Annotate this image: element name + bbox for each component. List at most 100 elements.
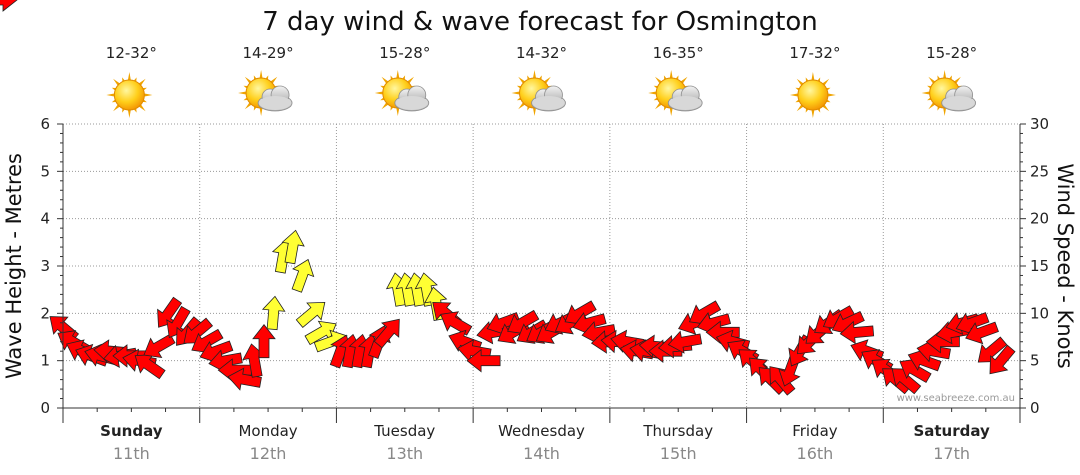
wind-arrow-body [839,320,875,345]
wind-arrow-body [989,344,1016,375]
temp-range: 17-32° [789,44,840,62]
y-axis-right-label: Wind Speed - Knots [1053,163,1077,368]
partly-cloudy-icon [374,70,430,116]
wind-arrow [916,339,951,363]
day-date: 14th [523,444,560,463]
day-name-friday: Friday [792,422,838,440]
cloud-icon [394,85,430,112]
wind-arrow-body [0,0,18,12]
sun-ray [789,93,799,97]
wind-arrow [965,321,999,345]
wind-arrow-body [227,367,262,391]
day-name-sunday: Sunday [100,422,163,440]
wind-arrow [227,367,262,391]
sun-ray [396,70,400,80]
sun-ray [811,108,815,118]
wind-arrow-strong [261,295,286,331]
wind-arrow [143,333,176,359]
sun-ray [532,106,537,116]
right-tick-label: 25 [1030,162,1049,180]
wind-arrow [261,295,286,331]
right-tick-label: 15 [1030,257,1049,275]
cloud-icon [531,85,566,112]
day-date: 11th [113,444,150,463]
wind-arrow [166,305,191,339]
day-name-tuesday: Tuesday [373,422,435,440]
sun-ray [921,91,931,95]
wind-arrow [0,0,18,12]
day-date: 16th [797,444,834,463]
temp-range: 15-28° [926,44,977,62]
wind-arrow-body [667,330,703,354]
sun-disc [797,79,829,111]
cloud-icon [667,85,703,112]
wind-arrow [839,320,875,345]
wind-arrow-strong [281,229,305,265]
sun-disc [113,79,145,111]
sun-ray [511,91,521,95]
left-tick-label: 5 [40,162,50,180]
right-tick-label: 10 [1030,304,1049,322]
right-tick-label: 0 [1030,399,1040,417]
sun-ray [127,108,131,118]
wind-arrow-body [965,321,999,345]
wind-arrow [295,301,326,328]
sunny-icon [789,72,836,118]
day-date: 15th [660,444,697,463]
left-tick-label: 0 [40,399,50,417]
day-name-saturday: Saturday [913,422,990,440]
wind-arrow [466,348,501,373]
sun-ray [943,70,947,80]
temp-range: 12-32° [106,44,157,62]
partly-cloudy-icon [511,70,566,116]
day-date: 17th [933,444,970,463]
wind-arrow [440,311,473,336]
sun-ray [943,106,947,116]
sun-ray [532,70,537,80]
wind-arrows [0,0,1016,396]
temp-range: 14-29° [243,44,294,62]
wind-arrow-body [466,348,501,373]
weather-row: 12-32° 14-29° 15-28° 14-32° 16-35° 17-32° 15-2… [106,44,977,118]
source-credit: www.seabreeze.com.au [897,393,1015,404]
day-date: 13th [386,444,423,463]
day-name-thursday: Thursday [642,422,713,440]
left-tick-label: 2 [40,304,50,322]
wind-arrow [891,368,922,395]
wind-arrow [899,358,932,383]
wind-arrow [291,258,315,293]
sun-ray [826,93,836,97]
wind-arrow-body [157,296,183,328]
sun-ray [374,91,384,95]
wind-arrow-body [440,311,473,336]
day-name-wednesday: Wednesday [498,422,585,440]
wind-arrow-body [166,305,191,339]
sun-ray [143,93,153,97]
wind-arrow [373,318,400,349]
wind-arrow-strong [295,301,326,328]
wind-arrow-body [916,339,951,363]
wind-arrow [281,229,305,265]
sun-ray [127,72,131,82]
left-tick-label: 3 [40,257,50,275]
left-tick-label: 6 [40,115,50,133]
sunny-icon [106,72,153,118]
temp-range: 15-28° [379,44,430,62]
sun-ray [669,70,673,80]
right-tick-label: 30 [1030,115,1049,133]
wind-arrow-strong [291,258,315,293]
right-tick-label: 5 [1030,352,1040,370]
axes: 0 1 2 3 4 5 6 0 5 10 15 20 25 30 Sunday 11th Monday 12th T… [40,115,1049,463]
cloud-icon [257,85,293,112]
wind-arrow-body [899,358,932,383]
left-tick-label: 1 [40,352,50,370]
wind-arrow [667,330,703,354]
wind-arrow-body [143,333,176,359]
wind-arrow-body [907,348,942,372]
sun-ray [259,106,263,116]
day-name-monday: Monday [238,422,297,440]
chart-title: 7 day wind & wave forecast for Osmington [262,7,818,37]
wind-arrow-body [891,368,922,395]
sun-ray [259,70,263,80]
